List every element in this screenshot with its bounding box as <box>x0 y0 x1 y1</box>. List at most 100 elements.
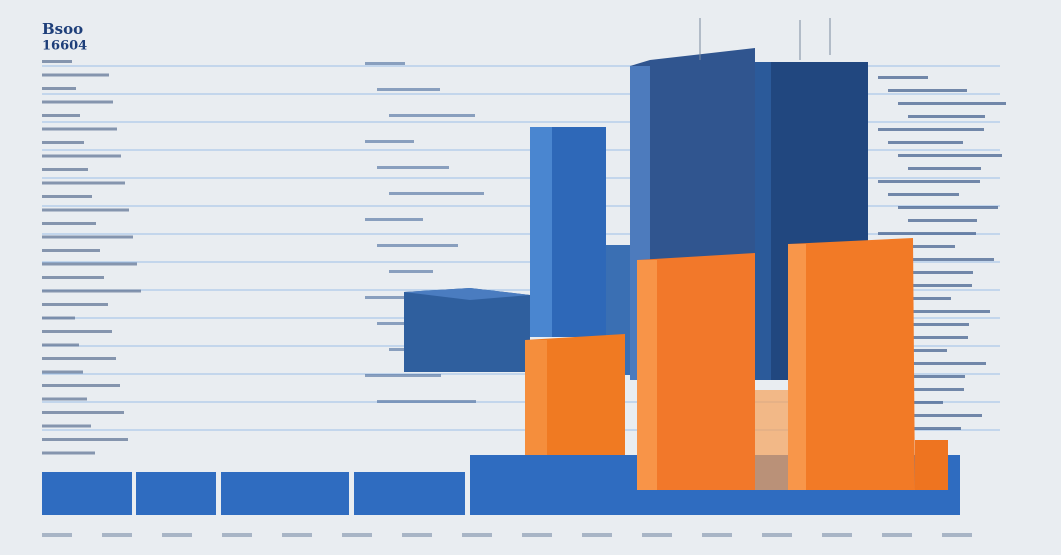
text-dash <box>42 397 87 401</box>
text-dash <box>908 323 969 326</box>
orange-bar <box>788 238 915 490</box>
text-dash <box>888 245 955 248</box>
bottom-panel <box>221 472 349 515</box>
text-dash <box>42 343 79 347</box>
text-dash <box>42 276 104 279</box>
text-dash <box>908 375 965 378</box>
text-dash <box>878 336 968 339</box>
text-dash <box>42 87 76 90</box>
text-dash <box>898 362 986 365</box>
bottom-panel <box>136 472 216 515</box>
text-dash <box>42 249 100 252</box>
text-dash <box>42 424 91 428</box>
text-dash <box>402 533 432 537</box>
text-dash <box>878 180 980 183</box>
text-dash <box>888 349 947 352</box>
text-dash <box>377 244 458 247</box>
navy-bar-side <box>755 62 771 380</box>
text-dash <box>762 533 792 537</box>
text-dash <box>377 400 476 403</box>
text-dash <box>42 533 72 537</box>
text-dash <box>42 411 124 414</box>
text-dash <box>365 296 432 299</box>
text-dash <box>42 127 117 131</box>
text-dash <box>898 154 1002 157</box>
text-dash <box>642 533 672 537</box>
text-dash <box>42 370 83 374</box>
text-dash <box>42 73 109 77</box>
text-dash <box>42 438 128 441</box>
text-dash <box>888 89 967 92</box>
text-dash <box>42 60 72 63</box>
text-dash <box>878 284 972 287</box>
text-dash <box>222 533 252 537</box>
text-dash <box>888 297 951 300</box>
text-dash <box>942 533 972 537</box>
text-dash <box>908 427 961 430</box>
text-dash <box>389 192 484 195</box>
text-dash <box>42 154 121 158</box>
blue-block <box>404 288 530 372</box>
text-dash <box>898 310 990 313</box>
text-dash <box>42 222 96 225</box>
text-dash <box>282 533 312 537</box>
title: Bsoo <box>42 20 83 38</box>
bottom-panel <box>42 472 132 515</box>
text-dash <box>377 166 449 169</box>
text-dash <box>702 533 732 537</box>
orange-bar <box>915 440 948 490</box>
text-dash <box>42 316 75 320</box>
blue-block-top <box>404 288 530 300</box>
blue-bar-side <box>530 127 552 337</box>
text-dash <box>908 271 973 274</box>
text-dash <box>822 533 852 537</box>
text-dash <box>522 533 552 537</box>
text-dash <box>42 181 125 185</box>
text-dash <box>908 115 985 118</box>
orange-bar-side <box>525 340 547 455</box>
text-dash <box>365 140 414 143</box>
orange-bar-back <box>755 390 788 490</box>
text-dash <box>42 330 112 333</box>
text-dash <box>42 100 113 104</box>
text-dash <box>42 114 80 117</box>
text-dash <box>878 128 984 131</box>
text-dash <box>377 88 440 91</box>
text-dash <box>882 533 912 537</box>
orange-bar <box>637 253 755 490</box>
text-dash <box>42 303 108 306</box>
text-dash <box>42 451 95 455</box>
text-dash <box>42 384 120 387</box>
orange-bar-side <box>637 260 657 490</box>
text-dash <box>42 208 129 212</box>
orange-bar-side <box>788 244 806 490</box>
text-dash <box>898 414 982 417</box>
text-dash <box>42 168 88 171</box>
text-dash <box>389 114 475 117</box>
bottom-panel <box>354 472 465 515</box>
text-dash <box>42 262 137 266</box>
text-dash <box>878 388 964 391</box>
text-dash <box>878 76 928 79</box>
text-dash <box>102 533 132 537</box>
text-dash <box>898 206 998 209</box>
text-dash <box>898 102 1006 105</box>
text-dash <box>162 533 192 537</box>
text-dash <box>42 195 92 198</box>
text-dash <box>888 141 963 144</box>
text-dash <box>908 167 981 170</box>
text-dash <box>342 533 372 537</box>
text-dash <box>389 270 433 273</box>
text-dash <box>365 62 405 65</box>
orange-bar <box>525 334 625 455</box>
text-dash <box>908 219 977 222</box>
text-dash <box>42 289 141 293</box>
text-dash <box>878 232 976 235</box>
text-dash <box>365 218 423 221</box>
subtitle: 16604 <box>42 39 87 54</box>
text-dash <box>898 258 994 261</box>
text-dash <box>888 401 943 404</box>
text-dash <box>888 193 959 196</box>
text-dash <box>582 533 612 537</box>
